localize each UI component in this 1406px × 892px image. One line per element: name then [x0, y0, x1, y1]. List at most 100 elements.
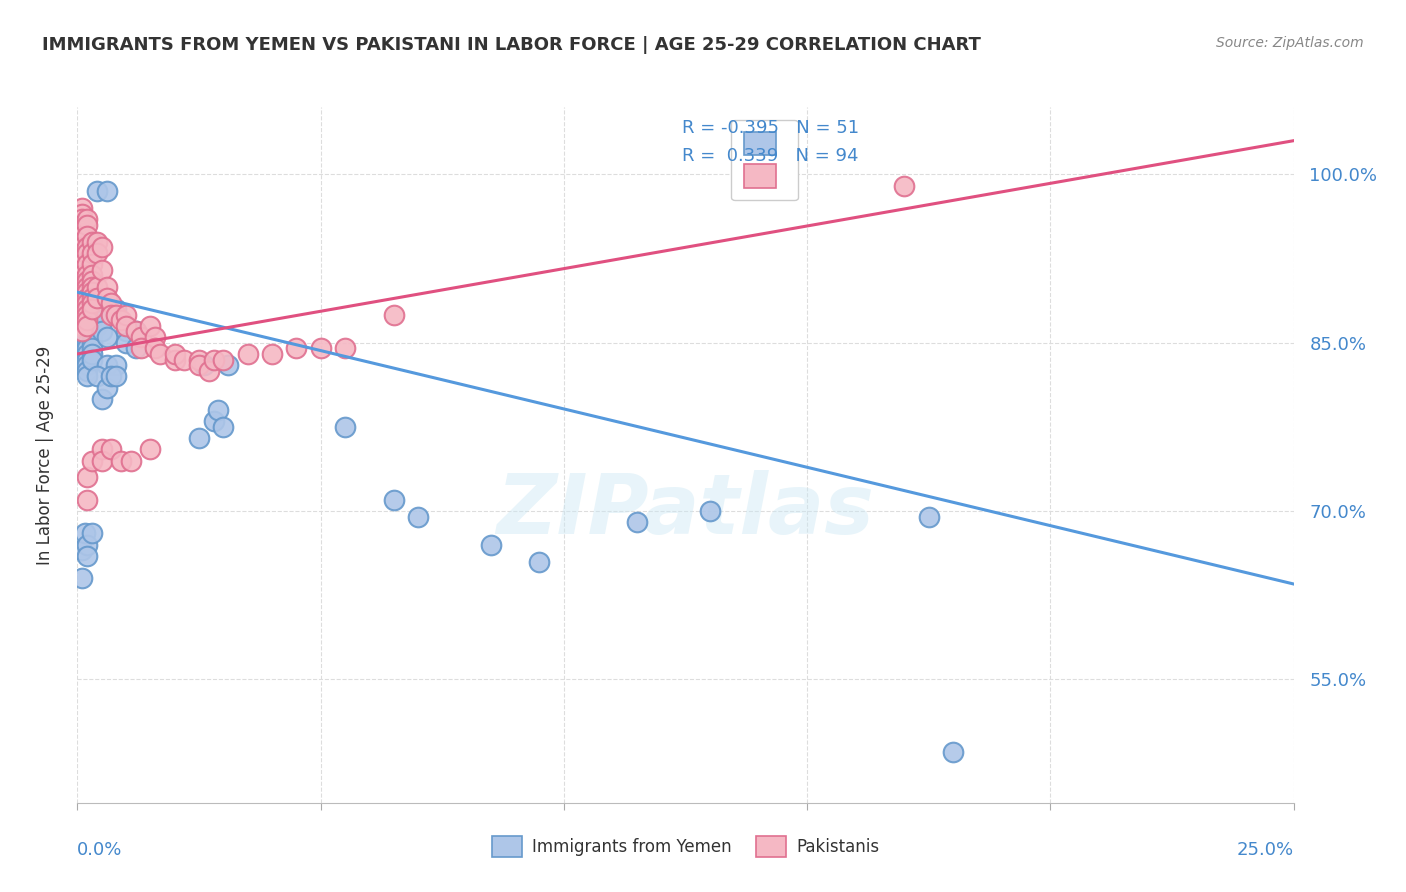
Point [76, 358, 98, 372]
Point [70, 347, 93, 361]
Point [80, 352, 103, 367]
Point [105, 369, 128, 384]
Point [70, 246, 93, 260]
Point [197, 364, 219, 378]
Text: ZIPatlas: ZIPatlas [496, 470, 875, 551]
Point [80, 341, 103, 355]
Point [309, 341, 332, 355]
Point [86, 313, 108, 327]
Point [76, 229, 98, 244]
Point [100, 442, 122, 457]
Point [96, 358, 118, 372]
Point [80, 526, 103, 541]
Point [76, 318, 98, 333]
Point [86, 318, 108, 333]
Point [70, 285, 93, 300]
Point [70, 291, 93, 305]
Point [70, 335, 93, 350]
Point [86, 246, 108, 260]
Point [70, 313, 93, 327]
Point [70, 201, 93, 215]
Point [70, 240, 93, 254]
Point [406, 509, 429, 524]
Point [70, 318, 93, 333]
Point [76, 364, 98, 378]
Point [942, 745, 965, 759]
Point [86, 369, 108, 384]
Point [86, 291, 108, 305]
Point [188, 358, 211, 372]
Point [76, 218, 98, 232]
Point [80, 301, 103, 316]
Point [115, 308, 138, 322]
Point [217, 358, 239, 372]
Point [110, 453, 132, 467]
Point [70, 229, 93, 244]
Point [76, 279, 98, 293]
Text: R =  0.339   N = 94: R = 0.339 N = 94 [682, 147, 858, 165]
Point [202, 352, 225, 367]
Point [333, 420, 356, 434]
Point [70, 279, 93, 293]
Point [80, 330, 103, 344]
Point [529, 555, 551, 569]
Point [918, 509, 941, 524]
Point [70, 301, 93, 316]
Point [212, 352, 235, 367]
Point [479, 538, 502, 552]
Point [96, 381, 118, 395]
Point [76, 330, 98, 344]
Point [90, 313, 112, 327]
Point [333, 341, 356, 355]
Point [80, 246, 103, 260]
Point [382, 492, 405, 507]
Point [76, 257, 98, 271]
Text: IMMIGRANTS FROM YEMEN VS PAKISTANI IN LABOR FORCE | AGE 25-29 CORRELATION CHART: IMMIGRANTS FROM YEMEN VS PAKISTANI IN LA… [42, 36, 981, 54]
Point [70, 235, 93, 249]
Point [149, 347, 172, 361]
Point [105, 301, 128, 316]
Point [70, 313, 93, 327]
Point [76, 325, 98, 339]
Point [70, 341, 93, 355]
Point [76, 212, 98, 227]
Point [120, 453, 142, 467]
Point [70, 262, 93, 277]
Point [80, 347, 103, 361]
Text: R = -0.395   N = 51: R = -0.395 N = 51 [682, 119, 859, 136]
Point [105, 308, 128, 322]
Point [96, 291, 118, 305]
Point [80, 453, 103, 467]
Point [86, 235, 108, 249]
Point [70, 347, 93, 361]
Point [70, 223, 93, 237]
Point [90, 442, 112, 457]
Point [76, 347, 98, 361]
Point [110, 313, 132, 327]
Point [70, 571, 93, 585]
Point [80, 240, 103, 254]
Y-axis label: In Labor Force | Age 25-29: In Labor Force | Age 25-29 [35, 345, 53, 565]
Point [236, 347, 259, 361]
Point [76, 257, 98, 271]
Point [76, 301, 98, 316]
Point [70, 325, 93, 339]
Point [80, 296, 103, 310]
Point [90, 240, 112, 254]
Point [100, 296, 122, 310]
Point [139, 318, 162, 333]
Point [70, 268, 93, 283]
Point [115, 318, 138, 333]
Point [125, 325, 148, 339]
Point [80, 313, 103, 327]
Point [76, 291, 98, 305]
Point [76, 335, 98, 350]
Point [70, 352, 93, 367]
Point [76, 301, 98, 316]
Point [86, 301, 108, 316]
Point [76, 470, 98, 484]
Point [260, 347, 283, 361]
Point [125, 325, 148, 339]
Point [163, 347, 186, 361]
Point [76, 352, 98, 367]
